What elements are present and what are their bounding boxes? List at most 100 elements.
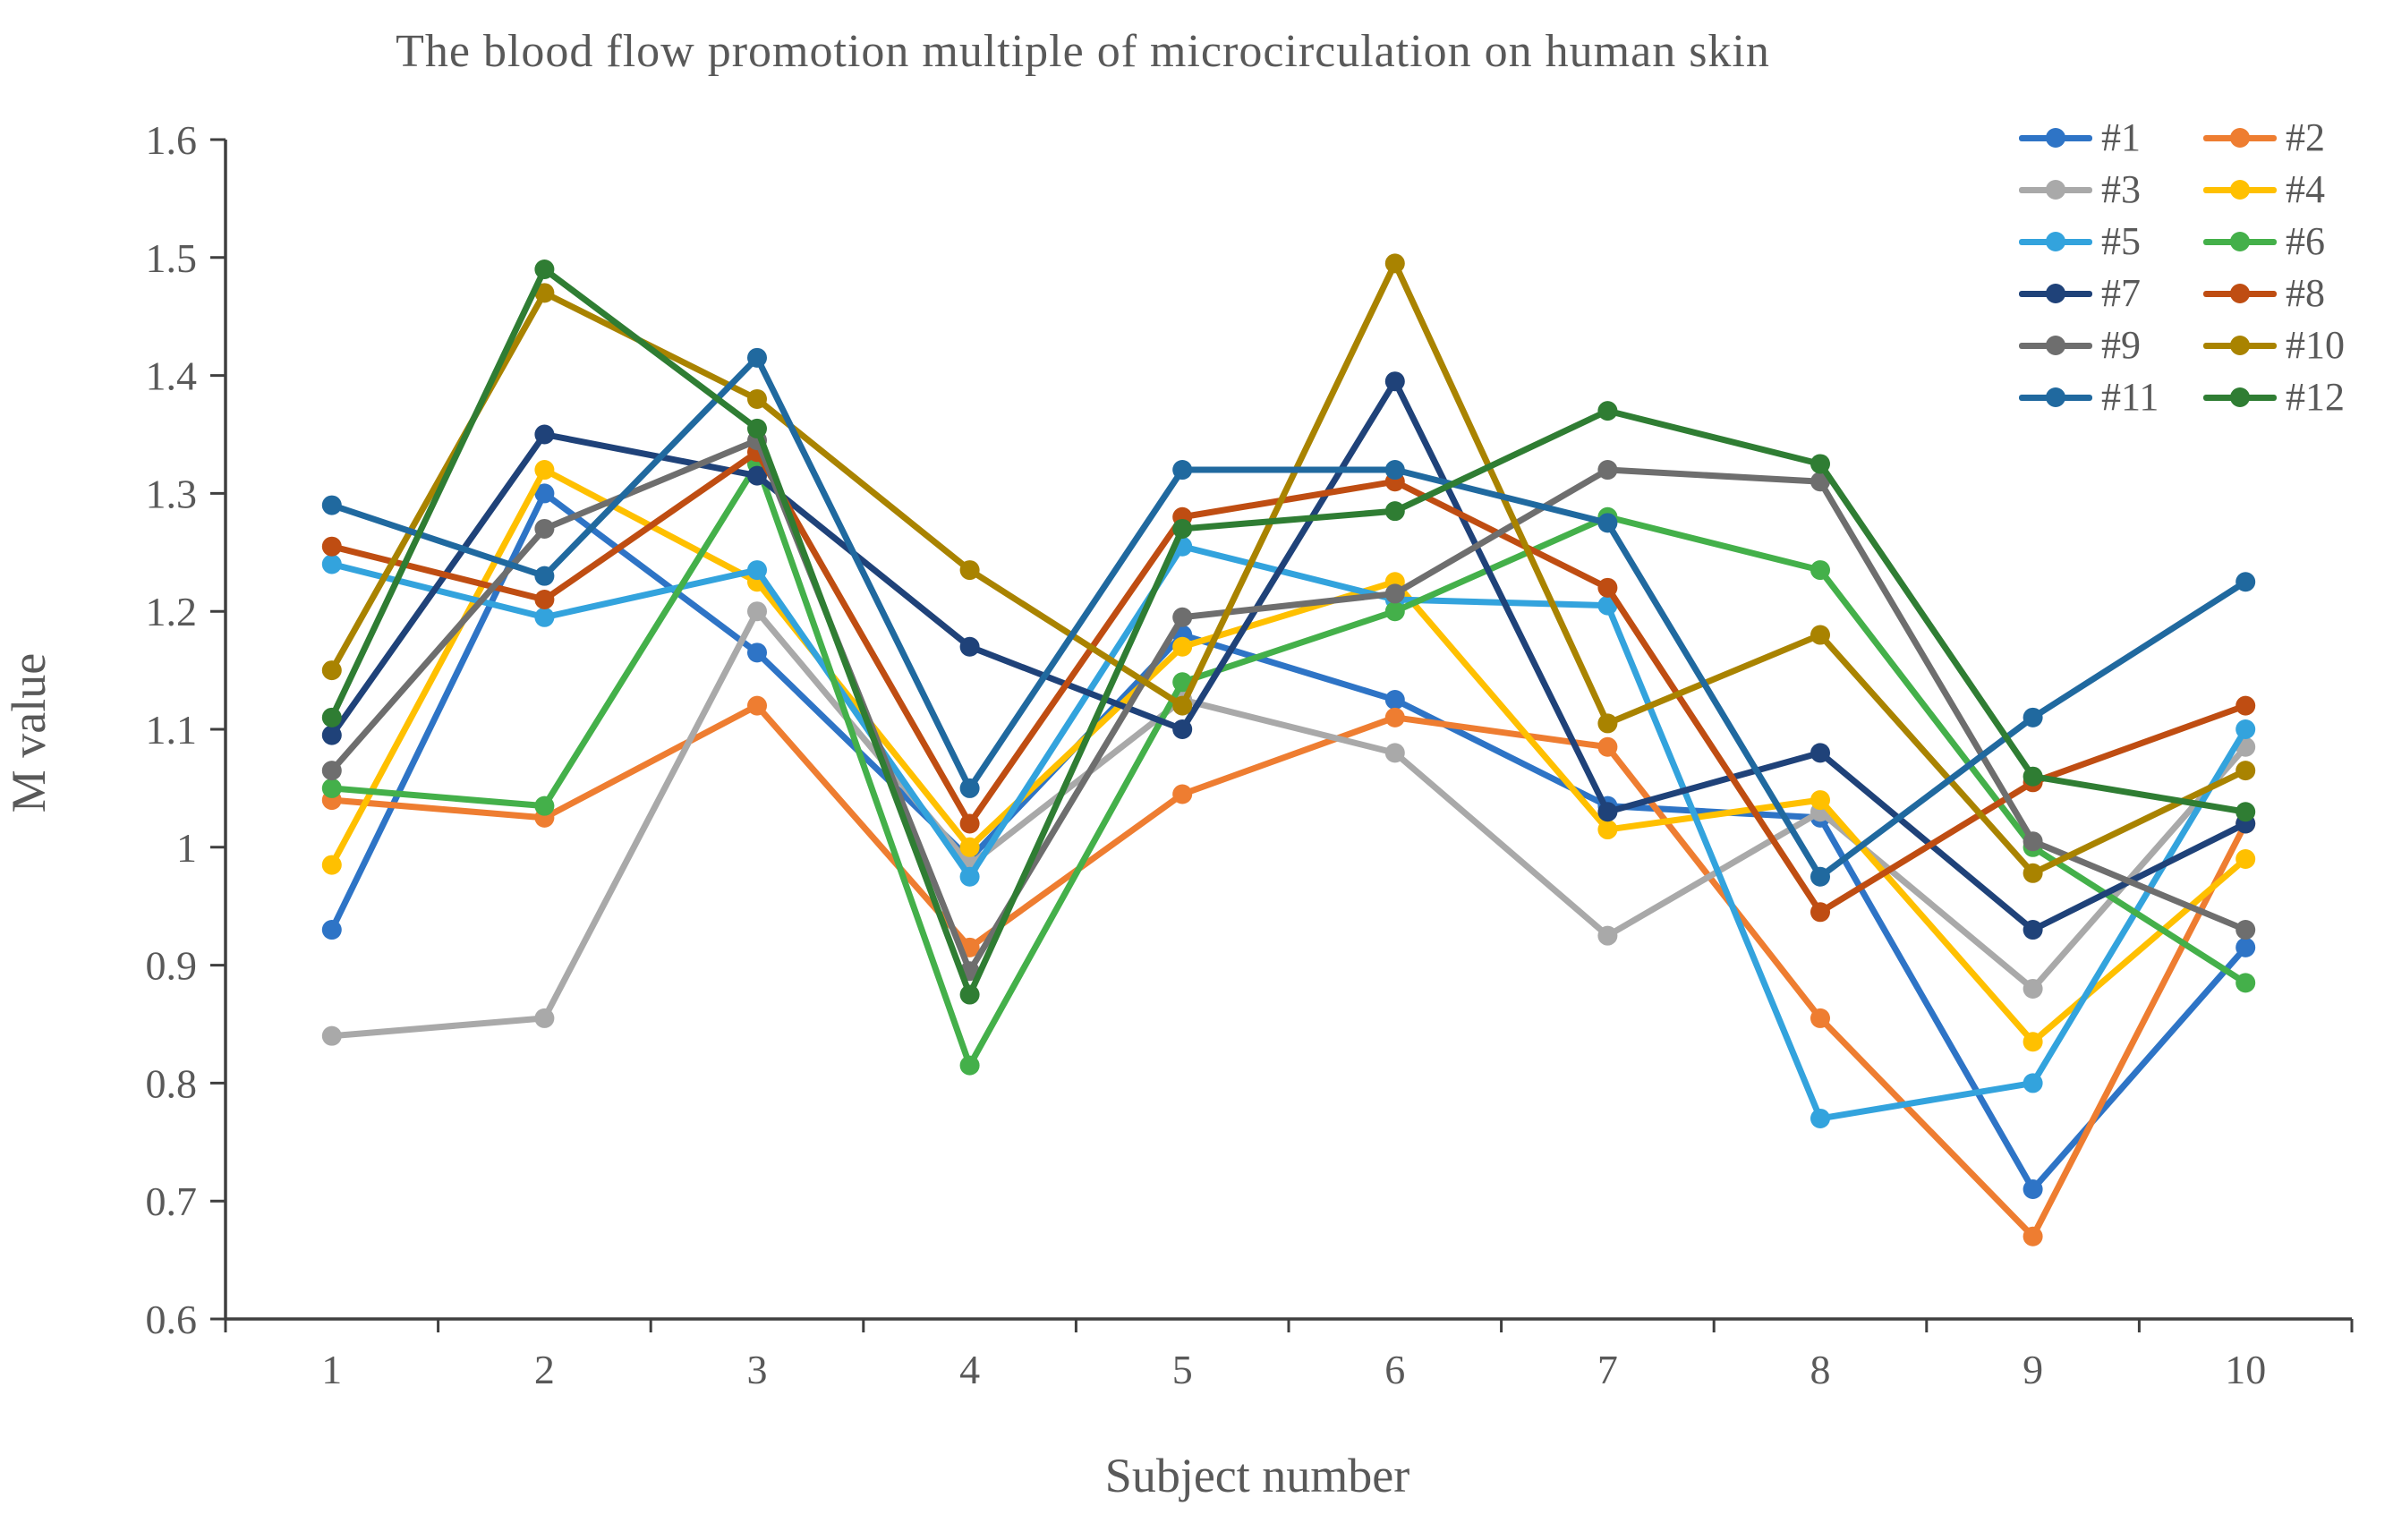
y-axis-tick-label: 1.5 bbox=[146, 235, 198, 281]
series-marker-3-pt6 bbox=[1384, 743, 1405, 763]
series-marker-11-pt5 bbox=[1172, 460, 1193, 481]
series-marker-12-pt10 bbox=[2235, 802, 2256, 822]
series-marker-11-pt1 bbox=[321, 495, 342, 515]
series-marker-2-pt5 bbox=[1172, 784, 1193, 804]
series-marker-6-pt5 bbox=[1172, 672, 1193, 693]
legend-label: #12 bbox=[2286, 375, 2345, 419]
series-marker-5-pt9 bbox=[2023, 1073, 2043, 1093]
series-line-7 bbox=[328, 378, 2249, 933]
legend-item-4: #4 bbox=[2203, 170, 2345, 209]
series-marker-12-pt8 bbox=[1810, 454, 1830, 474]
series-marker-4-pt4 bbox=[959, 837, 980, 857]
series-line-1 bbox=[328, 489, 2249, 1193]
series-marker-5-pt1 bbox=[321, 554, 342, 574]
legend: #1 #2 #3 #4 #5 #6 #7 #8 #9 #10 #11 #12 bbox=[2019, 118, 2345, 417]
series-line-6 bbox=[328, 460, 2249, 1069]
legend-line-marker-icon bbox=[2203, 336, 2277, 355]
legend-item-5: #5 bbox=[2019, 222, 2203, 261]
series-marker-2-pt3 bbox=[747, 695, 767, 716]
legend-item-9: #9 bbox=[2019, 326, 2203, 365]
series-marker-8-pt10 bbox=[2235, 695, 2256, 716]
series-marker-7-pt8 bbox=[1810, 743, 1830, 763]
series-marker-8-pt2 bbox=[534, 590, 555, 610]
y-axis-tick-label: 1 bbox=[176, 825, 197, 871]
legend-line-marker-icon bbox=[2203, 232, 2277, 251]
series-marker-4-pt2 bbox=[534, 460, 555, 481]
series-marker-12-pt4 bbox=[959, 984, 980, 1005]
legend-line-marker-icon bbox=[2203, 284, 2277, 303]
series-marker-2-pt7 bbox=[1597, 736, 1618, 757]
legend-label: #1 bbox=[2101, 115, 2141, 159]
series-marker-12-pt5 bbox=[1172, 518, 1193, 539]
legend-line-marker-icon bbox=[2019, 387, 2092, 407]
series-marker-4-pt1 bbox=[321, 855, 342, 875]
series-marker-12-pt9 bbox=[2023, 766, 2043, 787]
series-marker-1-pt10 bbox=[2235, 937, 2256, 957]
legend-label: #11 bbox=[2101, 375, 2159, 419]
series-marker-11-pt3 bbox=[747, 347, 767, 368]
chart-title: The blood flow promotion multiple of mic… bbox=[396, 26, 1770, 77]
x-axis-tick-label: 8 bbox=[1810, 1347, 1831, 1392]
series-marker-1-pt3 bbox=[747, 642, 767, 663]
series-marker-4-pt7 bbox=[1597, 820, 1618, 840]
series-marker-5-pt3 bbox=[747, 560, 767, 581]
series-marker-8-pt8 bbox=[1810, 902, 1830, 923]
series-marker-5-pt2 bbox=[534, 607, 555, 627]
series-marker-3-pt7 bbox=[1597, 925, 1618, 946]
series-marker-7-pt2 bbox=[534, 424, 555, 445]
x-axis-tick-label: 7 bbox=[1597, 1347, 1618, 1392]
y-axis-tick-label: 1.6 bbox=[146, 117, 198, 163]
series-marker-10-pt2 bbox=[534, 283, 555, 303]
series-marker-7-pt3 bbox=[747, 465, 767, 486]
series-marker-9-pt5 bbox=[1172, 607, 1193, 627]
series-marker-11-pt7 bbox=[1597, 513, 1618, 533]
series-marker-9-pt2 bbox=[534, 518, 555, 539]
series-line-9 bbox=[328, 437, 2249, 974]
legend-item-3: #3 bbox=[2019, 170, 2203, 209]
series-line-2 bbox=[328, 702, 2249, 1240]
series-marker-5-pt10 bbox=[2235, 719, 2256, 739]
legend-line-marker-icon bbox=[2203, 128, 2277, 148]
legend-label: #7 bbox=[2101, 271, 2141, 315]
series-marker-9-pt10 bbox=[2235, 920, 2256, 940]
series-marker-2-pt6 bbox=[1384, 707, 1405, 727]
x-axis-tick-label: 5 bbox=[1172, 1347, 1193, 1392]
series-marker-1-pt6 bbox=[1384, 690, 1405, 710]
legend-line-marker-icon bbox=[2203, 387, 2277, 407]
series-marker-4-pt9 bbox=[2023, 1032, 2043, 1052]
series-marker-4-pt8 bbox=[1810, 790, 1830, 811]
series-marker-4-pt5 bbox=[1172, 636, 1193, 657]
legend-line-marker-icon bbox=[2203, 180, 2277, 200]
legend-label: #5 bbox=[2101, 219, 2141, 263]
series-marker-11-pt9 bbox=[2023, 707, 2043, 727]
series-marker-3-pt1 bbox=[321, 1025, 342, 1046]
series-marker-1-pt2 bbox=[534, 483, 555, 504]
series-line-8 bbox=[328, 448, 2249, 915]
series-marker-8-pt4 bbox=[959, 813, 980, 834]
series-marker-10-pt3 bbox=[747, 388, 767, 409]
series-marker-2-pt9 bbox=[2023, 1226, 2043, 1246]
y-axis-tick-label: 0.6 bbox=[146, 1297, 198, 1342]
series-marker-12-pt2 bbox=[534, 259, 555, 279]
series-marker-9-pt9 bbox=[2023, 831, 2043, 852]
series-marker-7-pt1 bbox=[321, 725, 342, 745]
series-marker-11-pt2 bbox=[534, 566, 555, 586]
legend-line-marker-icon bbox=[2019, 180, 2092, 200]
series-marker-9-pt1 bbox=[321, 761, 342, 781]
series-marker-10-pt8 bbox=[1810, 625, 1830, 645]
legend-item-2: #2 bbox=[2203, 118, 2345, 157]
legend-label: #6 bbox=[2286, 219, 2325, 263]
series-marker-11-pt6 bbox=[1384, 460, 1405, 481]
series-marker-10-pt1 bbox=[321, 660, 342, 681]
series-marker-5-pt4 bbox=[959, 866, 980, 887]
series-marker-7-pt4 bbox=[959, 636, 980, 657]
legend-line-marker-icon bbox=[2019, 284, 2092, 303]
series-marker-6-pt10 bbox=[2235, 973, 2256, 993]
series-marker-5-pt8 bbox=[1810, 1108, 1830, 1128]
x-axis-tick-label: 10 bbox=[2225, 1347, 2266, 1392]
series-marker-6-pt1 bbox=[321, 778, 342, 798]
series-line-11 bbox=[328, 354, 2249, 881]
series-marker-4-pt10 bbox=[2235, 848, 2256, 869]
